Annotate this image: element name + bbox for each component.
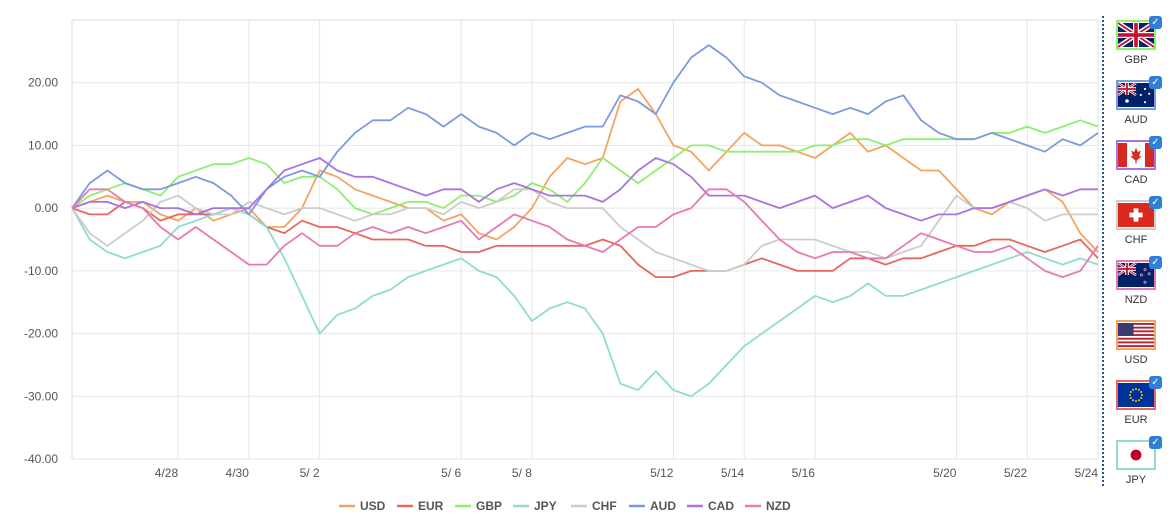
x-tick-label: 5/ 6 [441,466,461,480]
y-tick-label: -20.00 [24,327,58,341]
legend-label: GBP [476,499,502,513]
x-tick-label: 5/24 [1075,466,1099,480]
x-axis-ticks: 4/28 4/30 5/ 2 5/ 6 5/ 8 5/12 5/14 5/16 5/20 5/22… [155,466,1099,480]
currency-toggle-chf[interactable]: ✓ CHF [1116,196,1162,258]
currency-toggle-aud[interactable]: ✓ AUD [1116,76,1162,138]
currency-label: CAD [1124,174,1148,186]
series-line-chf [71,188,1098,272]
checked-icon: ✓ [1149,16,1162,29]
series-line-jpy [71,207,1099,398]
currency-label: JPY [1125,474,1147,486]
x-tick-label: 5/14 [721,466,745,480]
currency-toggle-nzd[interactable]: ✓ NZD [1116,256,1162,318]
legend-item-nzd[interactable]: NZD [745,499,791,513]
legend-item-chf[interactable]: CHF [571,499,617,513]
grid-lines [71,19,1099,460]
checked-icon: ✓ [1149,76,1162,89]
legend[interactable]: USD EUR GBP JPY CHF AUD CAD NZD [339,499,791,513]
y-tick-label: -40.00 [24,452,58,466]
series-lines [71,44,1099,398]
currency-label: GBP [1124,54,1148,66]
currency-label: CHF [1124,234,1148,246]
x-tick-label: 4/28 [155,466,179,480]
currency-toggle-usd[interactable]: USD [1116,320,1162,378]
legend-item-eur[interactable]: EUR [397,499,444,513]
currency-label: EUR [1124,414,1148,426]
x-tick-label: 5/ 2 [300,466,320,480]
x-tick-label: 5/22 [1004,466,1028,480]
y-tick-label: 0.00 [35,201,59,215]
y-tick-label: 10.00 [28,138,58,152]
legend-label: JPY [534,499,557,513]
y-axis-ticks: 20.00 10.00 0.00 -10.00 -20.00 -30.00 -40.00 [24,76,58,466]
eu-flag-icon [1116,380,1156,410]
legend-item-aud[interactable]: AUD [629,499,676,513]
currency-label: USD [1124,354,1148,366]
legend-item-cad[interactable]: CAD [687,499,734,513]
currency-toggle-eur[interactable]: ✓ EUR [1116,376,1162,438]
series-line-usd [71,88,1099,253]
checked-icon: ✓ [1149,436,1162,449]
currency-toggle-panel: ✓ GBP ✓ AUD [1102,16,1176,486]
checked-icon: ✓ [1149,136,1162,149]
au-flag-icon [1116,80,1156,110]
us-flag-icon [1116,320,1156,350]
checked-icon: ✓ [1149,256,1162,269]
currency-strength-chart: 20.00 10.00 0.00 -10.00 -20.00 -30.00 -40.00 4… [24,19,1099,513]
legend-item-jpy[interactable]: JPY [513,499,557,513]
currency-toggle-cad[interactable]: ✓ CAD [1116,136,1162,198]
legend-item-usd[interactable]: USD [339,499,386,513]
legend-item-gbp[interactable]: GBP [455,499,502,513]
series-line-aud [71,44,1099,216]
currency-label: AUD [1124,114,1148,126]
legend-label: USD [360,499,386,513]
checked-icon: ✓ [1149,196,1162,209]
y-tick-label: -30.00 [24,389,58,403]
series-line-cad [71,157,1098,222]
legend-label: NZD [766,499,791,513]
legend-label: CHF [592,499,617,513]
nz-flag-icon [1116,260,1156,290]
currency-label: NZD [1124,294,1148,306]
legend-label: EUR [418,499,444,513]
legend-label: CAD [708,499,734,513]
plot-frame [71,19,1099,460]
series-line-gbp [71,119,1099,216]
legend-label: AUD [650,499,676,513]
x-tick-label: 5/ 8 [512,466,532,480]
series-line-nzd [71,188,1099,279]
y-tick-label: -10.00 [24,264,58,278]
x-tick-label: 5/16 [792,466,816,480]
currency-toggle-jpy[interactable]: ✓ JPY [1116,436,1162,498]
currency-toggle-gbp[interactable]: ✓ GBP [1116,16,1162,78]
x-tick-label: 4/30 [226,466,250,480]
y-tick-label: 20.00 [28,76,58,90]
checked-icon: ✓ [1149,376,1162,389]
x-tick-label: 5/12 [650,466,674,480]
x-tick-label: 5/20 [933,466,957,480]
jp-flag-icon [1116,440,1156,470]
